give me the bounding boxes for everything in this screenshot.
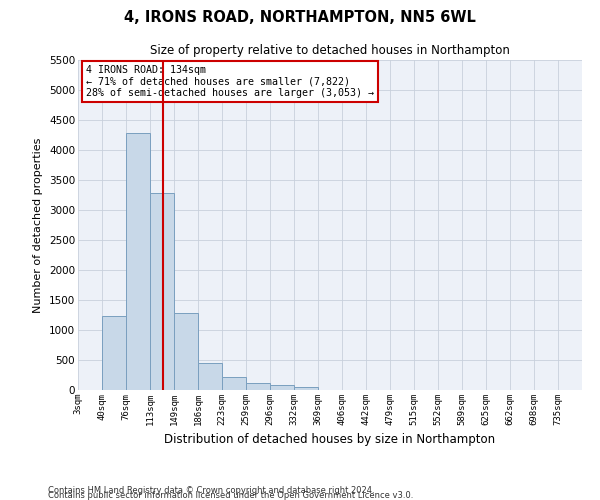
Text: 4, IRONS ROAD, NORTHAMPTON, NN5 6WL: 4, IRONS ROAD, NORTHAMPTON, NN5 6WL [124,10,476,25]
Bar [150,193,174,390]
X-axis label: Distribution of detached houses by size in Northampton: Distribution of detached houses by size … [164,434,496,446]
Text: 4 IRONS ROAD: 134sqm
← 71% of detached houses are smaller (7,822)
28% of semi-de: 4 IRONS ROAD: 134sqm ← 71% of detached h… [86,65,374,98]
Bar [222,377,246,390]
Bar [174,312,198,390]
Title: Size of property relative to detached houses in Northampton: Size of property relative to detached ho… [150,44,510,58]
Text: Contains public sector information licensed under the Open Government Licence v3: Contains public sector information licen… [48,491,413,500]
Bar [294,387,318,390]
Bar [126,133,150,390]
Text: Contains HM Land Registry data © Crown copyright and database right 2024.: Contains HM Land Registry data © Crown c… [48,486,374,495]
Bar [198,363,222,390]
Bar [270,385,294,390]
Bar [246,383,270,390]
Y-axis label: Number of detached properties: Number of detached properties [34,138,43,312]
Bar [102,316,126,390]
